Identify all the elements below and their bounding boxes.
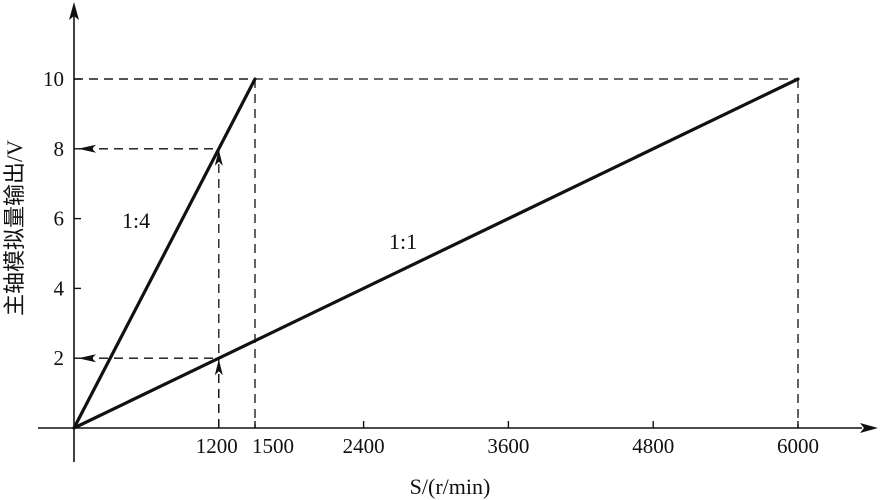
x-tick-label: 1500 [252, 434, 294, 458]
series-line-1-1 [72, 77, 800, 430]
x-axis-label: S/(r/min) [410, 474, 491, 499]
x-axis-arrow [860, 423, 878, 433]
y-tick-label: 6 [54, 207, 65, 231]
axes [38, 2, 878, 462]
y-tick-label: 4 [54, 276, 65, 300]
readout-left-arrow-1 [78, 354, 96, 363]
y-tick-label: 8 [54, 137, 65, 161]
y-tick-label: 10 [43, 67, 64, 91]
x-tick-label: 2400 [343, 434, 385, 458]
series-line-1-4 [72, 77, 257, 430]
series-label-1-1: 1:1 [389, 229, 417, 254]
ticks: 1200 1500 2400 3600 4800 6000 2 4 6 8 10 [43, 67, 819, 458]
readout-up-arrow-0 [214, 149, 223, 166]
reference-lines [74, 78, 799, 428]
y-axis-arrow [69, 2, 79, 20]
y-tick-label: 2 [54, 346, 65, 370]
annotations [78, 144, 223, 428]
x-tick-label: 4800 [632, 434, 674, 458]
x-tick-label: 1200 [196, 434, 238, 458]
series-label-1-4: 1:4 [122, 208, 150, 233]
readout-left-arrow-0 [78, 144, 96, 153]
readout-up-arrow-1 [214, 359, 223, 376]
series [72, 77, 800, 430]
x-tick-label: 6000 [777, 434, 819, 458]
y-axis-label: 主轴模拟量输出/V [2, 140, 27, 316]
x-tick-label: 3600 [487, 434, 529, 458]
